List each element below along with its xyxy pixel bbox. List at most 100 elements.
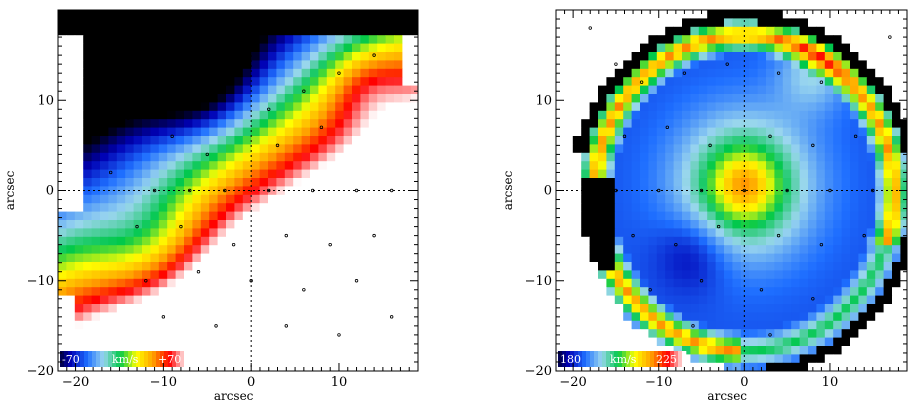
heatmap-cell bbox=[866, 329, 876, 338]
heatmap-cell bbox=[410, 102, 418, 112]
heatmap-cell bbox=[284, 362, 294, 371]
heatmap-cell bbox=[833, 329, 842, 338]
heatmap-cell bbox=[808, 35, 817, 44]
heatmap-cell bbox=[394, 35, 403, 44]
heatmap-cell bbox=[158, 178, 168, 187]
heatmap-cell bbox=[116, 346, 126, 355]
heatmap-cell bbox=[352, 18, 361, 28]
heatmap-cell bbox=[564, 152, 574, 162]
heatmap-cell bbox=[791, 10, 800, 19]
heatmap-cell bbox=[883, 169, 893, 179]
heatmap-cell bbox=[167, 26, 176, 36]
heatmap-cell bbox=[883, 320, 893, 330]
heatmap-cell bbox=[875, 362, 884, 371]
colorbar-segment bbox=[96, 351, 101, 367]
heatmap-cell bbox=[791, 119, 800, 128]
heatmap-cell bbox=[858, 43, 868, 53]
heatmap-cell bbox=[125, 52, 134, 61]
heatmap-cell bbox=[83, 94, 92, 103]
heatmap-cell bbox=[841, 245, 851, 254]
sample-point bbox=[853, 134, 858, 139]
heatmap-cell bbox=[318, 85, 328, 95]
heatmap-cell bbox=[217, 18, 227, 28]
heatmap-cell bbox=[724, 94, 733, 103]
heatmap-cell bbox=[824, 362, 834, 371]
heatmap-cell bbox=[100, 94, 109, 103]
heatmap-cell bbox=[142, 68, 151, 78]
heatmap-cell bbox=[614, 102, 624, 112]
heatmap-cell bbox=[715, 194, 725, 204]
heatmap-cell bbox=[740, 110, 750, 120]
heatmap-cell bbox=[276, 346, 286, 355]
heatmap-cell bbox=[284, 278, 294, 288]
heatmap-cell bbox=[150, 245, 160, 254]
heatmap-cell bbox=[572, 26, 582, 36]
heatmap-cell bbox=[91, 85, 101, 95]
heatmap-cell bbox=[900, 253, 907, 263]
heatmap-cell bbox=[192, 320, 202, 330]
heatmap-cell bbox=[259, 362, 269, 371]
heatmap-cell bbox=[824, 346, 834, 355]
heatmap-cell bbox=[648, 270, 658, 280]
heatmap-cell bbox=[268, 110, 277, 120]
heatmap-cell bbox=[310, 287, 319, 296]
heatmap-cell bbox=[335, 18, 344, 28]
heatmap-cell bbox=[572, 68, 582, 78]
heatmap-cell bbox=[377, 236, 386, 246]
heatmap-cell bbox=[875, 236, 884, 246]
heatmap-cell bbox=[715, 10, 725, 19]
heatmap-cell bbox=[276, 119, 286, 128]
heatmap-cell bbox=[310, 43, 319, 53]
heatmap-cell bbox=[572, 60, 582, 70]
heatmap-cell bbox=[774, 119, 784, 128]
heatmap-cell bbox=[242, 228, 252, 238]
heatmap-cell bbox=[606, 228, 616, 238]
heatmap-cell bbox=[100, 220, 109, 229]
heatmap-cell bbox=[875, 161, 884, 170]
heatmap-cell bbox=[833, 312, 842, 322]
heatmap-cell bbox=[866, 253, 876, 263]
heatmap-cell bbox=[824, 236, 834, 246]
heatmap-cell bbox=[648, 329, 658, 338]
heatmap-cell bbox=[116, 169, 126, 179]
heatmap-cell bbox=[377, 245, 386, 254]
heatmap-cell bbox=[116, 278, 126, 288]
heatmap-cell bbox=[251, 337, 260, 347]
heatmap-cell bbox=[217, 152, 227, 162]
heatmap-cell bbox=[167, 304, 176, 313]
heatmap-cell bbox=[217, 304, 227, 313]
heatmap-cell bbox=[892, 152, 901, 162]
heatmap-cell bbox=[192, 220, 202, 229]
heatmap-cell bbox=[251, 262, 260, 271]
heatmap-cell bbox=[892, 68, 901, 78]
heatmap-cell bbox=[326, 245, 336, 254]
heatmap-cell bbox=[707, 26, 716, 36]
heatmap-cell bbox=[100, 35, 109, 44]
heatmap-cell bbox=[125, 220, 134, 229]
heatmap-cell bbox=[883, 253, 893, 263]
heatmap-cell bbox=[782, 194, 792, 204]
colorbar-min-label: 180 bbox=[560, 353, 581, 366]
heatmap-cell bbox=[824, 110, 834, 120]
heatmap-cell bbox=[108, 312, 118, 322]
heatmap-cell bbox=[66, 287, 76, 296]
heatmap-cell bbox=[74, 304, 84, 313]
heatmap-cell bbox=[900, 245, 907, 254]
dispersion-panel: 180 km/s 225 −20 −10 0 10 −20 −10 0 10 a… bbox=[501, 9, 908, 402]
heatmap-cell bbox=[142, 295, 151, 305]
heatmap-cell bbox=[782, 346, 792, 355]
heatmap-cell bbox=[724, 152, 733, 162]
heatmap-cell bbox=[791, 110, 800, 120]
heatmap-cell bbox=[833, 253, 842, 263]
heatmap-cell bbox=[58, 52, 67, 61]
heatmap-cell bbox=[394, 354, 403, 364]
heatmap-cell bbox=[226, 236, 235, 246]
heatmap-cell bbox=[192, 346, 202, 355]
heatmap-cell bbox=[200, 228, 210, 238]
heatmap-cell bbox=[209, 144, 218, 154]
heatmap-cell bbox=[100, 287, 109, 296]
heatmap-cell bbox=[200, 194, 210, 204]
heatmap-cell bbox=[343, 262, 353, 271]
heatmap-cell bbox=[673, 110, 683, 120]
heatmap-cell bbox=[108, 178, 118, 187]
